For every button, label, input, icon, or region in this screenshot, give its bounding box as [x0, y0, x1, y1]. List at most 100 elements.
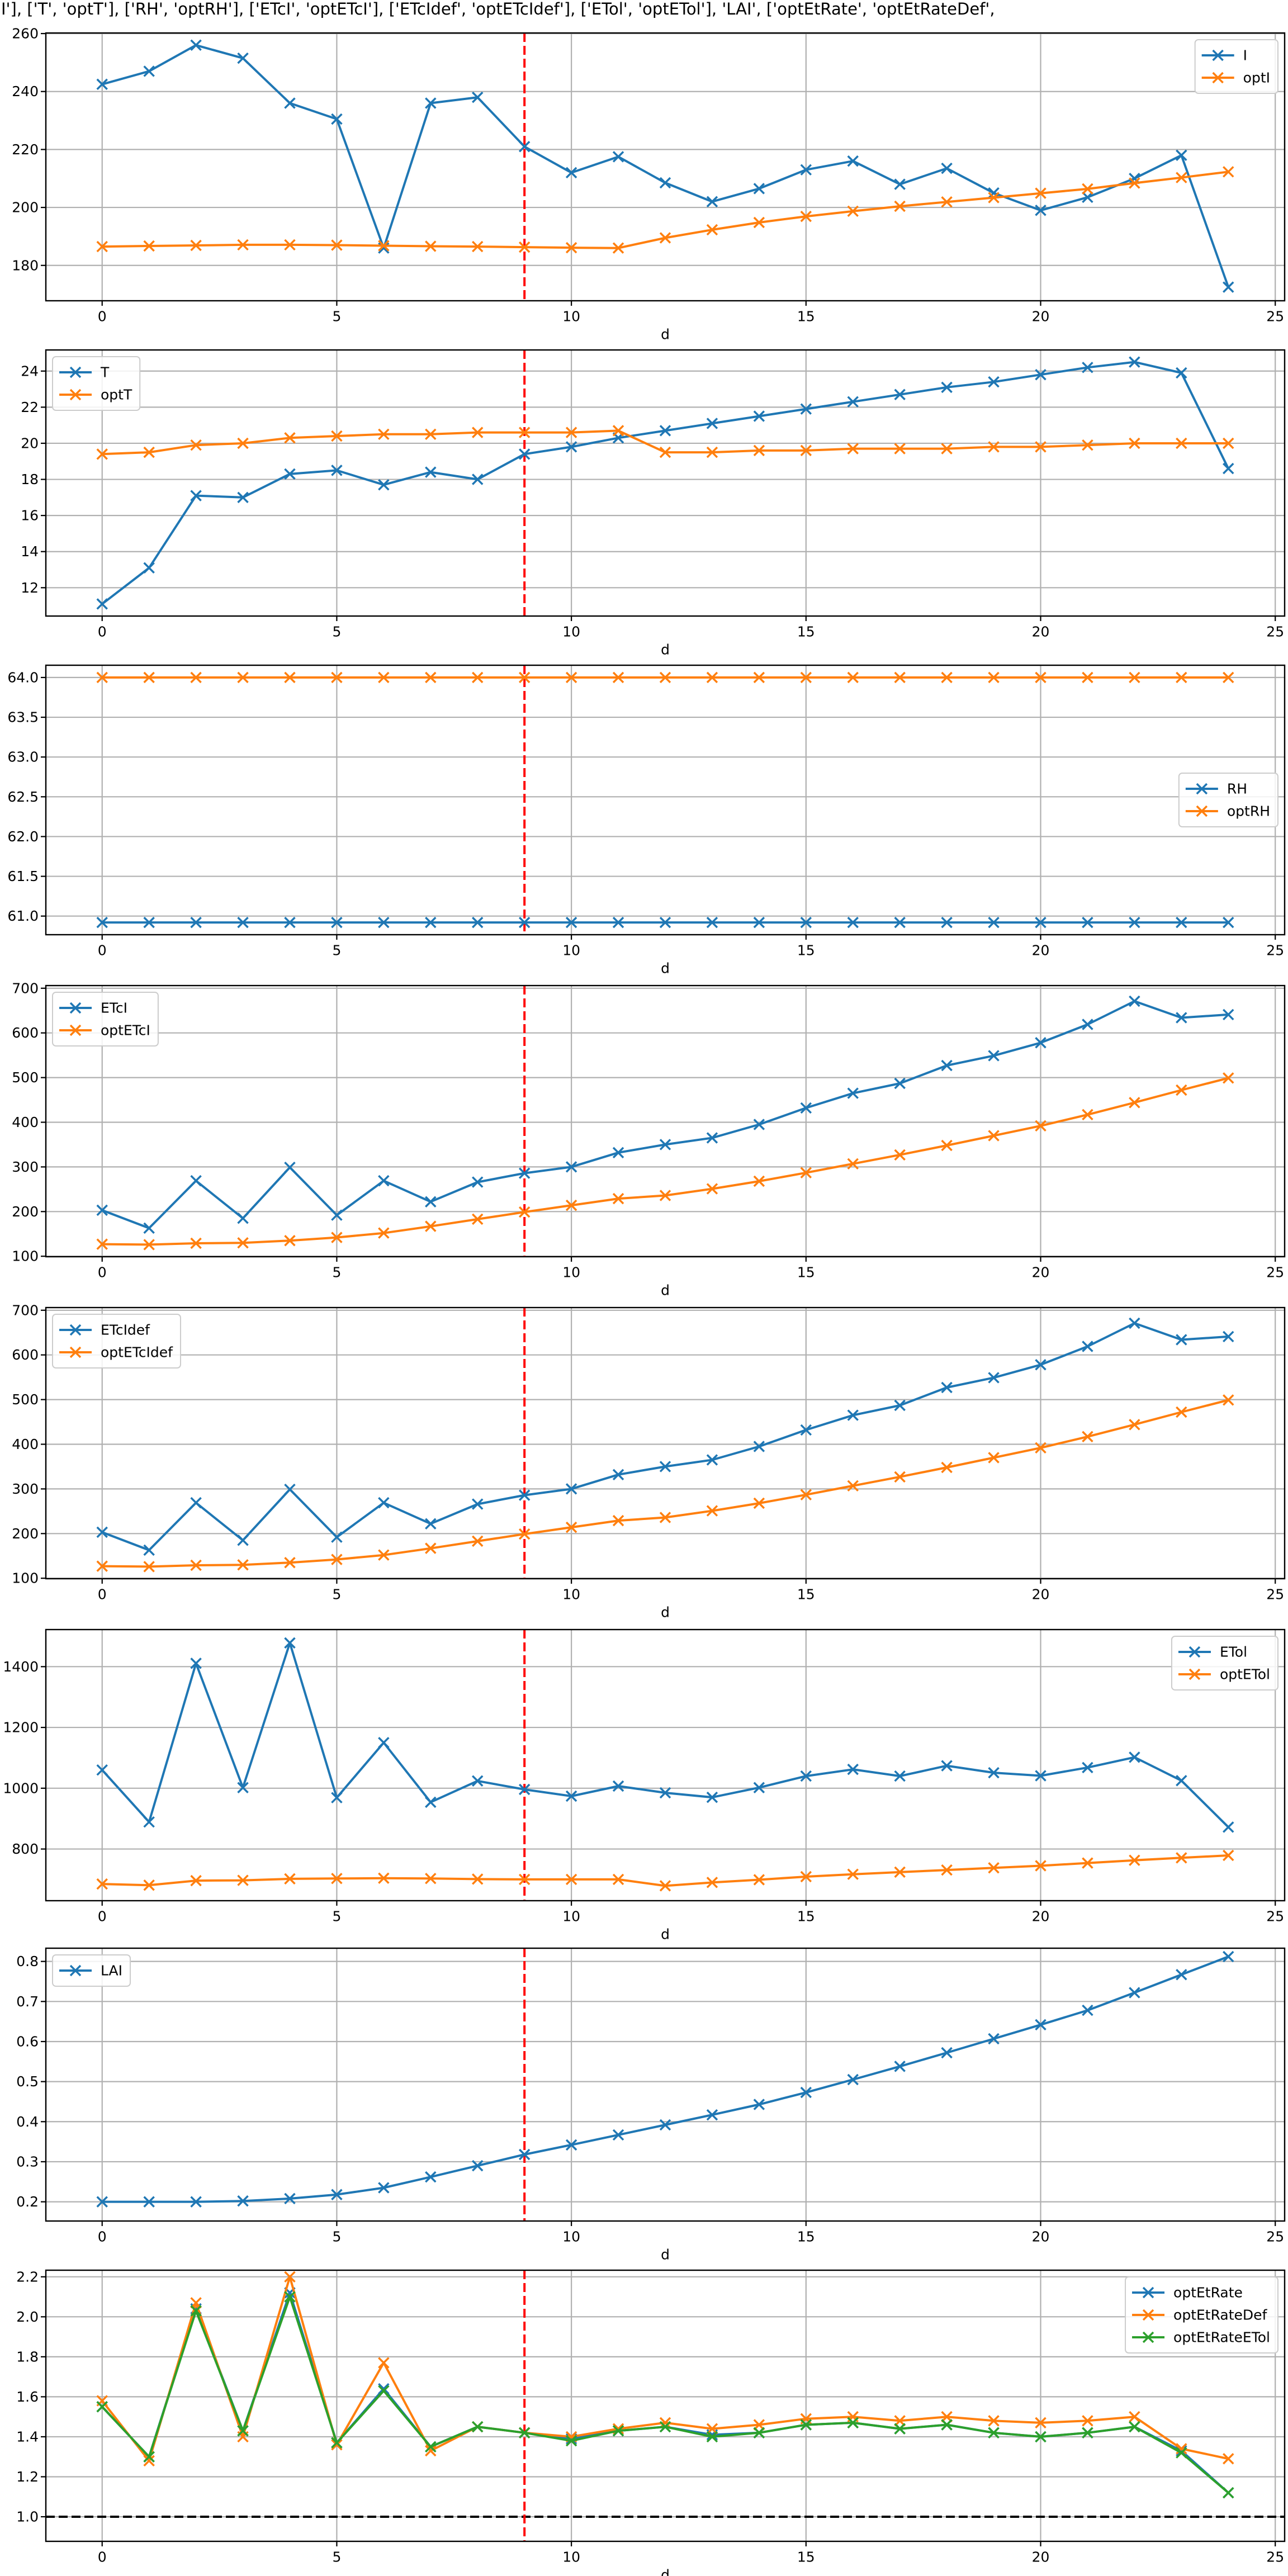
data-point	[753, 2099, 765, 2110]
data-point	[1129, 2421, 1140, 2433]
y-tick-label: 0.3	[16, 2153, 39, 2170]
data-point	[143, 1561, 155, 1573]
y-tick-label: 1.4	[16, 2428, 39, 2445]
data-point	[706, 671, 718, 684]
data-point	[1035, 1120, 1046, 1132]
data-point	[988, 2033, 1000, 2045]
data-point	[96, 1238, 108, 1250]
data-point	[1176, 1012, 1187, 1024]
plot-area	[46, 1948, 1285, 2221]
x-tick-label: 25	[1266, 624, 1284, 640]
data-point	[1082, 1431, 1093, 1443]
legend-entry: optRH	[1185, 803, 1270, 820]
data-point	[472, 916, 484, 929]
legend-label: LAI	[101, 1963, 122, 1979]
y-tick-label: 2.0	[16, 2309, 39, 2325]
data-point	[800, 1770, 812, 1782]
data-point	[1035, 205, 1046, 216]
x-tick-label: 20	[1032, 943, 1050, 959]
x-tick-label: 5	[332, 1587, 341, 1603]
data-point	[565, 242, 577, 254]
data-point	[472, 1176, 484, 1188]
data-point	[425, 671, 437, 684]
data-point	[847, 155, 859, 167]
legend-entry: ETcI	[59, 1000, 127, 1016]
data-point	[659, 2421, 671, 2433]
legend: ETcIdef optETcIdef	[52, 1314, 181, 1368]
data-point	[800, 444, 812, 457]
x-tick-label: 15	[797, 1265, 815, 1281]
data-point	[1129, 356, 1140, 368]
data-point	[1129, 916, 1140, 929]
y-tick-label: 200	[12, 200, 39, 216]
data-point	[284, 2271, 296, 2283]
data-point	[1176, 367, 1187, 379]
x-tick-label: 10	[562, 1909, 580, 1925]
data-point	[425, 97, 437, 109]
legend-label: T	[100, 364, 110, 381]
legend-marker	[69, 1346, 82, 1358]
y-tick-label: 300	[12, 1481, 39, 1497]
data-point	[472, 1535, 484, 1547]
data-point	[800, 916, 812, 929]
x-tick-label: 10	[562, 624, 580, 640]
data-point	[331, 113, 343, 125]
y-tick-label: 400	[12, 1114, 39, 1130]
data-point	[190, 1497, 202, 1509]
data-point	[988, 1050, 1000, 1062]
legend-frame	[52, 1314, 181, 1368]
data-point	[518, 140, 531, 153]
legend-marker	[69, 1024, 82, 1036]
legend-label: ETcIdef	[101, 1322, 150, 1338]
data-point	[753, 1175, 765, 1187]
data-point	[425, 1220, 437, 1232]
data-point	[1129, 1419, 1140, 1431]
data-point	[284, 671, 296, 684]
x-tick-label: 15	[797, 1587, 815, 1603]
y-tick-label: 16	[21, 508, 39, 524]
legend-marker	[69, 366, 82, 378]
data-point	[1082, 1341, 1093, 1352]
data-point	[894, 443, 906, 454]
data-point	[800, 671, 812, 684]
legend-entry: optEtRateDef	[1132, 2307, 1268, 2323]
data-point	[1223, 1394, 1234, 1406]
data-point	[612, 242, 624, 254]
figure-title: I'], ['T', 'optT'], ['RH', 'optRH'], ['E…	[1, 0, 995, 18]
data-point	[425, 428, 437, 441]
x-tick-label: 0	[98, 624, 107, 640]
legend-frame	[1125, 2276, 1278, 2354]
axes-frame	[45, 1628, 1286, 1902]
data-point	[988, 916, 1000, 929]
y-tick-label: 0.6	[16, 2033, 39, 2049]
data-point	[1035, 2431, 1046, 2443]
y-tick-label: 61.5	[7, 868, 39, 884]
data-point	[1176, 1852, 1187, 1864]
data-point	[941, 2047, 953, 2059]
y-tick-label: 500	[12, 1069, 39, 1086]
y-tick-label: 22	[21, 399, 39, 415]
data-point	[284, 1235, 296, 1247]
data-point	[518, 1489, 531, 1501]
data-point	[472, 2160, 484, 2172]
y-tick-label: 100	[12, 1248, 39, 1265]
data-point	[237, 239, 249, 251]
data-point	[1176, 916, 1187, 929]
data-point	[1035, 441, 1046, 453]
data-point	[894, 1077, 906, 1090]
series	[96, 1317, 1234, 1556]
x-tick-label: 5	[332, 1265, 341, 1281]
data-point	[143, 562, 155, 574]
data-point	[425, 240, 437, 252]
series	[96, 166, 1234, 254]
x-tick-label: 20	[1032, 2229, 1050, 2245]
data-point	[425, 2171, 437, 2183]
data-point	[753, 671, 765, 684]
legend-label: optEtRateETol	[1173, 2329, 1270, 2346]
data-point	[96, 1878, 108, 1890]
axes-frame	[45, 2269, 1286, 2542]
x-tick-label: 5	[332, 2229, 341, 2245]
data-point	[284, 1637, 296, 1649]
data-point	[659, 1787, 671, 1799]
data-point	[518, 1167, 531, 1179]
